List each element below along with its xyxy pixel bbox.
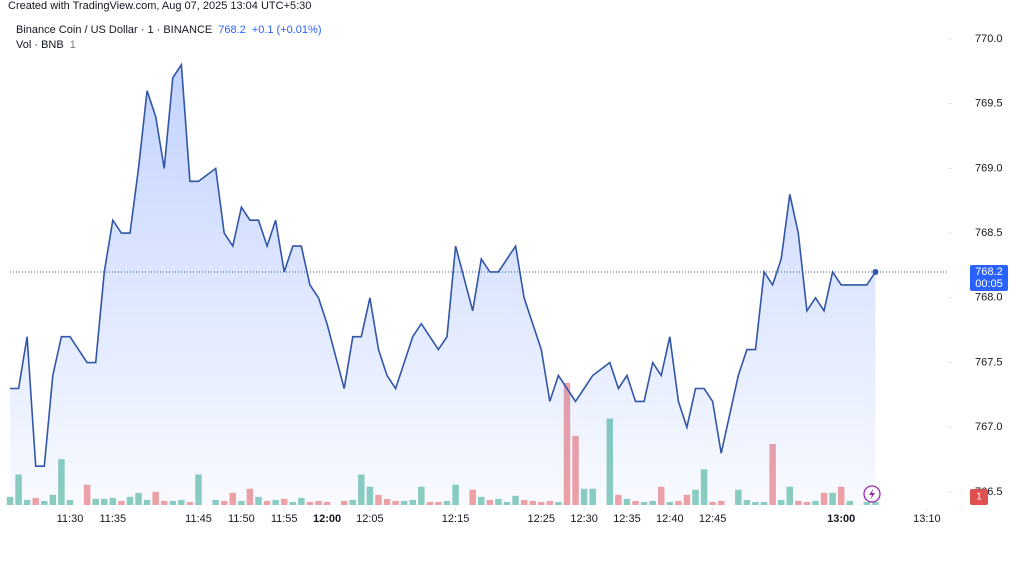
y-tick-label: 770.0	[975, 33, 1003, 45]
area-fill	[10, 64, 876, 506]
x-tick-label: 13:10	[913, 513, 941, 525]
legend-part: Binance Coin / US Dollar · 1 · BINANCE	[16, 24, 212, 36]
legend-part: 768.2	[218, 24, 246, 36]
x-tick-label: 12:40	[656, 513, 684, 525]
x-tick-label: 12:35	[613, 513, 641, 525]
legend-volume-name: Vol · BNB	[16, 39, 64, 51]
y-tick-label: 769.0	[975, 162, 1003, 174]
x-tick-label: 13:00	[827, 513, 855, 525]
x-tick-label: 11:55	[271, 513, 298, 525]
x-tick-label: 12:45	[699, 513, 727, 525]
x-tick-label: 11:45	[185, 513, 212, 525]
y-tick-label: 769.5	[975, 98, 1003, 110]
last-price-box	[970, 264, 1008, 291]
last-price-label: 768.2	[975, 266, 1003, 278]
legend-part: +0.1 (+0.01%)	[252, 24, 322, 36]
last-point	[872, 268, 879, 275]
legend-volume-value: 1	[70, 39, 76, 51]
legend-volume: Vol · BNB 1	[16, 39, 76, 51]
y-tick-label: 768.5	[975, 227, 1003, 239]
volume-bar	[872, 501, 879, 505]
legend-symbol: Binance Coin / US Dollar · 1 · BINANCE 76…	[16, 24, 321, 36]
y-tick-label: 767.5	[975, 356, 1003, 368]
volume-last-label: 1	[976, 492, 982, 503]
x-tick-label: 11:35	[99, 513, 126, 525]
x-tick-label: 12:00	[313, 513, 341, 525]
countdown: 00:05	[975, 278, 1003, 290]
x-tick-label: 12:15	[442, 513, 470, 525]
x-tick-label: 11:30	[57, 513, 84, 525]
x-tick-label: 11:50	[228, 513, 255, 525]
price-line	[10, 62, 877, 467]
x-tick-label: 12:25	[528, 513, 556, 525]
y-tick-label: 768.0	[975, 292, 1003, 304]
event-icon-bolt	[869, 488, 875, 500]
x-tick-label: 12:05	[356, 513, 384, 525]
x-tick-label: 12:30	[570, 513, 598, 525]
y-tick-label: 767.0	[975, 421, 1003, 433]
volume-box	[970, 489, 988, 505]
header: Created with TradingView.com, Aug 07, 20…	[8, 0, 311, 12]
